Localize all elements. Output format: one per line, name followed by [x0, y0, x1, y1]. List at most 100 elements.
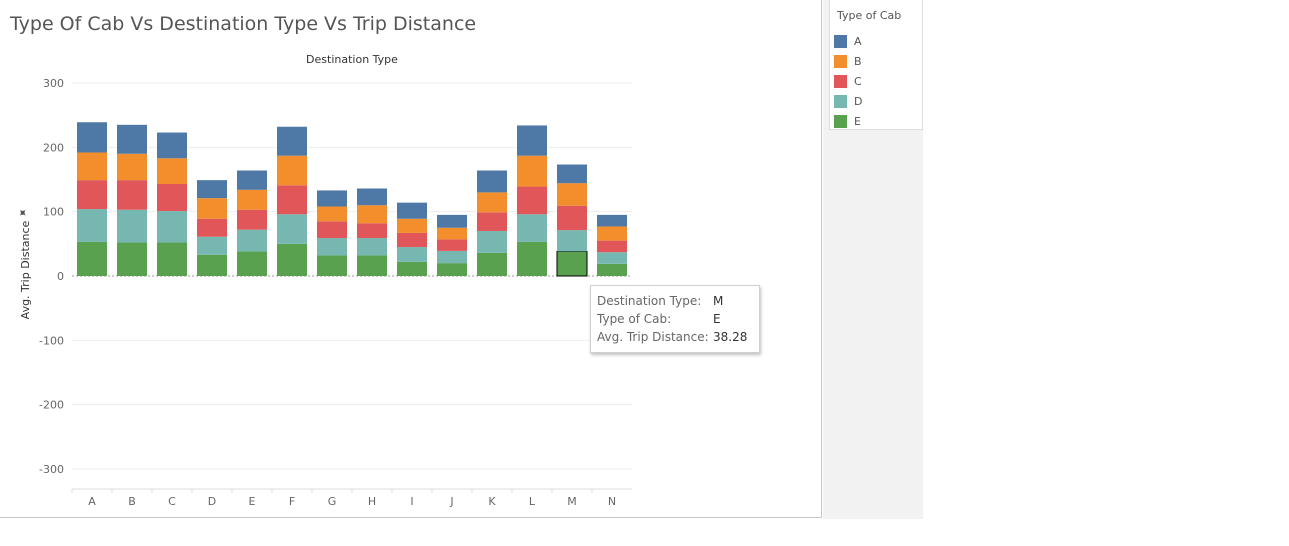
- bar-segment-c-e: [157, 242, 187, 276]
- bar-segment-d-e: [197, 254, 227, 276]
- bar-segment-g-e: [317, 255, 347, 276]
- bar-segment-j-c: [437, 239, 467, 251]
- bar-segment-n-a: [597, 214, 627, 227]
- bar-segment-m-e: [556, 250, 588, 277]
- x-tick-label: N: [608, 495, 616, 508]
- bar-segment-b-a: [117, 124, 147, 154]
- bar-segment-d-b: [197, 198, 227, 219]
- bar-segment-m-d: [557, 230, 587, 252]
- legend-label: D: [854, 94, 863, 108]
- bar-segment-j-e: [437, 263, 467, 276]
- legend-label: E: [854, 114, 861, 128]
- x-tick-label: K: [488, 495, 496, 508]
- bar-segment-a-a: [77, 122, 107, 153]
- bar-segment-m-a: [557, 164, 587, 184]
- bar-segment-e-d: [237, 229, 267, 252]
- bar-segment-l-d: [517, 214, 547, 242]
- bar-segment-m-b: [557, 183, 587, 206]
- legend-swatch: [834, 74, 847, 88]
- bar-segment-d-a: [197, 180, 227, 199]
- x-tick-label: C: [168, 495, 176, 508]
- bar-segment-b-b: [117, 153, 147, 181]
- bar-segment-f-d: [277, 214, 307, 244]
- bar-segment-l-a: [517, 125, 547, 156]
- legend-label: A: [854, 34, 862, 48]
- chart-title: Type Of Cab Vs Destination Type Vs Trip …: [10, 13, 477, 35]
- bar-segment-j-b: [437, 227, 467, 240]
- bar-segment-l-c: [517, 186, 547, 215]
- bar-segment-e-e: [237, 251, 267, 276]
- bar-segment-g-b: [317, 206, 347, 222]
- bar-segment-i-d: [397, 247, 427, 262]
- legend-item-e[interactable]: E: [834, 113, 861, 129]
- x-tick-label: E: [249, 495, 256, 508]
- bar-segment-e-c: [237, 209, 267, 230]
- legend-swatch: [834, 114, 847, 128]
- y-tick-label: 100: [43, 206, 64, 219]
- y-tick-label: 300: [43, 77, 64, 90]
- stacked-bar-chart: Destination Type Avg. Trip Distance 300 200…: [19, 53, 632, 508]
- legend-swatch: [834, 54, 847, 68]
- bar-segment-h-c: [357, 223, 387, 239]
- x-tick-label: M: [567, 495, 577, 508]
- y-tick-label: -300: [39, 463, 64, 476]
- bar-segment-d-c: [197, 218, 227, 237]
- y-tick-label: -100: [39, 334, 64, 347]
- legend-item-a[interactable]: A: [834, 33, 862, 49]
- bar-segment-m-c: [557, 205, 587, 231]
- bar-segment-g-a: [317, 190, 347, 207]
- legend-item-c[interactable]: C: [834, 73, 862, 89]
- bar-segment-h-b: [357, 205, 387, 224]
- bar-segment-i-c: [397, 232, 427, 248]
- bar-segment-k-a: [477, 170, 507, 193]
- legend-label: B: [854, 54, 862, 68]
- legend-item-b[interactable]: B: [834, 53, 862, 69]
- bar-segment-j-a: [437, 214, 467, 228]
- bar-segment-l-b: [517, 155, 547, 187]
- x-tick-label: D: [208, 495, 216, 508]
- bar-segment-d-d: [197, 236, 227, 255]
- legend-title: Type of Cab: [837, 9, 902, 22]
- tooltip-value: 38.28: [713, 330, 748, 344]
- legend-swatch: [834, 34, 847, 48]
- y-axis-label: Avg. Trip Distance: [19, 220, 32, 319]
- bar-segment-a-c: [77, 180, 107, 210]
- bar-segment-h-d: [357, 238, 387, 256]
- legend-swatch: [834, 94, 847, 108]
- bar-segment-k-c: [477, 212, 507, 231]
- bar-segment-g-d: [317, 238, 347, 256]
- tooltip-value: M: [713, 294, 724, 308]
- y-tick-label: 200: [43, 141, 64, 154]
- bar-segment-k-e: [477, 252, 507, 276]
- bar-segment-j-d: [437, 250, 467, 264]
- bar-segment-c-a: [157, 132, 187, 159]
- y-tick-label: 0: [57, 270, 64, 283]
- bar-segment-g-c: [317, 221, 347, 239]
- legend-item-d[interactable]: D: [834, 93, 862, 109]
- bar-segment-f-e: [277, 243, 307, 276]
- tooltip-label: Type of Cab:: [597, 312, 672, 326]
- bar-segment-f-a: [277, 126, 307, 156]
- bar-segment-e-a: [237, 170, 267, 190]
- bar-segment-a-b: [77, 152, 107, 181]
- bar-segment-a-e: [77, 241, 107, 276]
- x-tick-label: J: [449, 495, 453, 508]
- x-tick-label: H: [368, 495, 376, 508]
- bar-segment-k-b: [477, 192, 507, 213]
- bar-segment-l-e: [517, 241, 547, 276]
- column-header: Destination Type: [306, 53, 398, 66]
- bar-segment-c-c: [157, 184, 187, 212]
- bar-segment-i-b: [397, 218, 427, 233]
- bar-segment-n-d: [597, 252, 627, 264]
- x-tick-label: F: [289, 495, 295, 508]
- x-tick-label: G: [328, 495, 337, 508]
- bar-segment-b-e: [117, 242, 147, 276]
- tooltip-label: Destination Type:: [597, 294, 702, 308]
- bar-segment-b-d: [117, 209, 147, 243]
- x-tick-label: I: [410, 495, 413, 508]
- bar-segment-h-a: [357, 188, 387, 206]
- legend-label: C: [854, 74, 862, 88]
- y-tick-label: -200: [39, 399, 64, 412]
- bar-segment-a-d: [77, 209, 107, 242]
